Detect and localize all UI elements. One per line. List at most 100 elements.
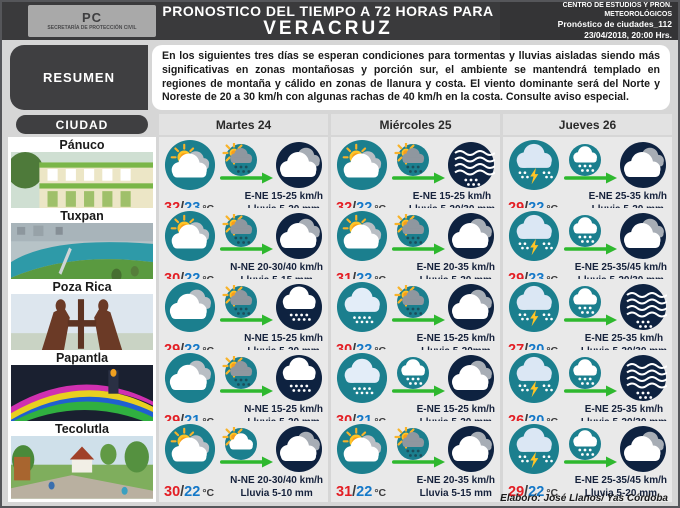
city-card: Papantla: [8, 350, 156, 432]
wind-sun-rain-icon: [389, 214, 447, 258]
wind-rain-icon: [561, 143, 619, 187]
city-card: Pánuco: [8, 137, 156, 219]
table-row: Tecolutla 30/22 °C N-NE 20-30/40 km/h Llu…: [2, 421, 678, 503]
forecast-cell: 29/22 °C E-NE 25-35/45 km/h Lluvia 5-20 m…: [503, 421, 672, 503]
icon-group: [336, 352, 495, 404]
header-bar: PC SECRETARÍA DE PROTECCIÓN CIVIL PRONOS…: [2, 2, 678, 40]
icon-group: [164, 210, 323, 262]
wind-text: E-NE 25-35 km/h: [588, 191, 667, 203]
day-header-wednesday: Miércoles 25: [331, 114, 500, 136]
issuing-center: CENTRO DE ESTUDIOS Y PRON. METEOROLÓGICO…: [562, 1, 672, 18]
wind-text: E-NE 25-35/45 km/h: [574, 475, 667, 487]
logo-org: SECRETARÍA DE PROTECCIÓN CIVIL: [47, 25, 137, 31]
wind-text: N-NE 15-25 km/h: [244, 333, 323, 345]
forecast-cell: 26/20°C E-NE 25-35 km/h Lluvia 5-20/30 m…: [503, 350, 672, 432]
forecast-values: 30/22 °C N-NE 20-30/40 km/h Lluvia 5-10 m…: [164, 475, 323, 501]
night-cloudy-icon: [447, 283, 495, 331]
wind-text: E-NE 20-35 km/h: [416, 475, 495, 487]
temp-min: 22: [528, 484, 545, 501]
wind-text: E-NE 25-35 km/h: [584, 404, 664, 416]
summary-section: RESUMEN En los siguientes tres días se e…: [2, 40, 678, 114]
icon-group: [336, 210, 495, 262]
forecast-cell: 30/22°C N-NE 20-30/40 km/h Lluvia 5-15 m…: [159, 208, 328, 290]
wind-sun-rain-icon: [389, 285, 447, 329]
icon-group: [508, 210, 667, 262]
wind-text: N-NE 20-30/40 km/h: [230, 262, 323, 274]
temperature: 29/22°C: [508, 484, 558, 500]
day-header-thursday: Jueves 26: [503, 114, 672, 136]
wind-rain-icon: [561, 214, 619, 258]
page-title: PRONOSTICO DEL TIEMPO A 72 HORAS PARA VE…: [156, 2, 500, 40]
night-rain-icon: [275, 354, 323, 402]
city-photo-tuxpan: [11, 223, 153, 287]
city-photo-papantla: [11, 365, 153, 429]
city-name: Poza Rica: [52, 280, 112, 295]
wind-sun-rain-icon: [217, 356, 275, 400]
title-line1: PRONOSTICO DEL TIEMPO A 72 HORAS PARA: [162, 3, 494, 20]
rain-text: Lluvia 5-15 mm: [419, 487, 492, 499]
night-heavy-rain-icon: [619, 283, 667, 331]
wind-text: E-NE 15-25 km/h: [416, 404, 495, 416]
icon-group: [508, 281, 667, 333]
wind-rain-icon: [561, 285, 619, 329]
temp-unit: °C: [202, 487, 215, 500]
forecast-cell: 31/22 °C E-NE 20-35 km/h Lluvia 5-15 mm: [331, 421, 500, 503]
wind-sun-rain-icon: [217, 214, 275, 258]
forecast-cell: 29/22°C N-NE 15-25 km/h Lluvia 5-20 mm: [159, 279, 328, 361]
city-card: Tuxpan: [8, 208, 156, 290]
temp-unit: °C: [374, 487, 387, 500]
forecast-cell: 31/22°C E-NE 20-35 km/h Lluvia 5-20 mm: [331, 208, 500, 290]
header-meta: CENTRO DE ESTUDIOS Y PRON. METEOROLÓGICO…: [500, 2, 678, 40]
table-row: Tuxpan 30/22°C N-NE 20-30/40 km/h Lluvia…: [2, 208, 678, 290]
icon-group: [164, 423, 323, 475]
logo-abbr: PC: [81, 10, 103, 25]
partly-cloudy-day-icon: [336, 210, 388, 262]
city-column-header: CIUDAD: [16, 115, 148, 135]
title-line2: VERACRUZ: [263, 17, 393, 39]
wind-rain-icon: [389, 356, 447, 400]
icon-group: [508, 352, 667, 404]
city-photo-tecolutla: [11, 436, 153, 500]
wind-sun-cloud-icon: [217, 427, 275, 471]
city-name: Pánuco: [59, 138, 105, 153]
temp-min: 22: [184, 484, 201, 501]
forecast-cell: 32/23°C E-NE 15-25 km/h Lluvia 5-20 mm: [159, 137, 328, 219]
rain-text: Lluvia 5-20 mm: [584, 487, 657, 499]
forecast-cell: 30/22 °C N-NE 20-30/40 km/h Lluvia 5-10 m…: [159, 421, 328, 503]
cloudy-day-icon: [164, 281, 216, 333]
forecast-cell: 30/21°C E-NE 15-25 km/h Lluvia 5-20 mm: [331, 350, 500, 432]
forecast-cell: 29/23°C E-NE 25-35/45 km/h Lluvia 5-20/3…: [503, 208, 672, 290]
city-card: Tecolutla: [8, 421, 156, 503]
partly-cloudy-day-icon: [164, 210, 216, 262]
wind-rain-icon: [561, 427, 619, 471]
night-heavy-rain-icon: [447, 141, 495, 189]
wind-text: N-NE 15-25 km/h: [244, 404, 323, 416]
icon-group: [336, 423, 495, 475]
night-cloudy-icon: [275, 141, 323, 189]
wind-sun-rain-icon: [217, 143, 275, 187]
wind-text: E-NE 15-25 km/h: [244, 191, 323, 203]
storm-day-icon: [508, 423, 560, 475]
city-photo-panuco: [11, 152, 153, 216]
wind-text: N-NE 20-30/40 km/h: [230, 475, 323, 487]
forecast-values: 31/22 °C E-NE 20-35 km/h Lluvia 5-15 mm: [336, 475, 495, 501]
night-rain-icon: [275, 283, 323, 331]
icon-group: [164, 139, 323, 191]
city-photo-pozarica: [11, 294, 153, 358]
wind-sun-rain-icon: [217, 285, 275, 329]
wind-text: E-NE 15-25 km/h: [412, 191, 492, 203]
wind-text: E-NE 25-35/45 km/h: [574, 262, 667, 274]
temp-separator: /: [352, 484, 357, 501]
summary-text: En los siguientes tres días se esperan c…: [152, 45, 670, 111]
temp-max: 31: [336, 484, 353, 501]
storm-day-icon: [508, 352, 560, 404]
cloudy-day-icon: [164, 352, 216, 404]
icon-group: [164, 281, 323, 333]
partly-cloudy-day-icon: [336, 139, 388, 191]
night-cloudy-icon: [275, 425, 323, 473]
forecast-cell: 32/22°C E-NE 15-25 km/h Lluvia 5-20/30 m…: [331, 137, 500, 219]
wind-text: E-NE 25-35 km/h: [584, 333, 664, 345]
table-row: Papantla 29/21°C N-NE 15-25 km/h Lluvia …: [2, 350, 678, 432]
forecast-values: 29/22 °C E-NE 25-35/45 km/h Lluvia 5-20 m…: [508, 475, 667, 501]
